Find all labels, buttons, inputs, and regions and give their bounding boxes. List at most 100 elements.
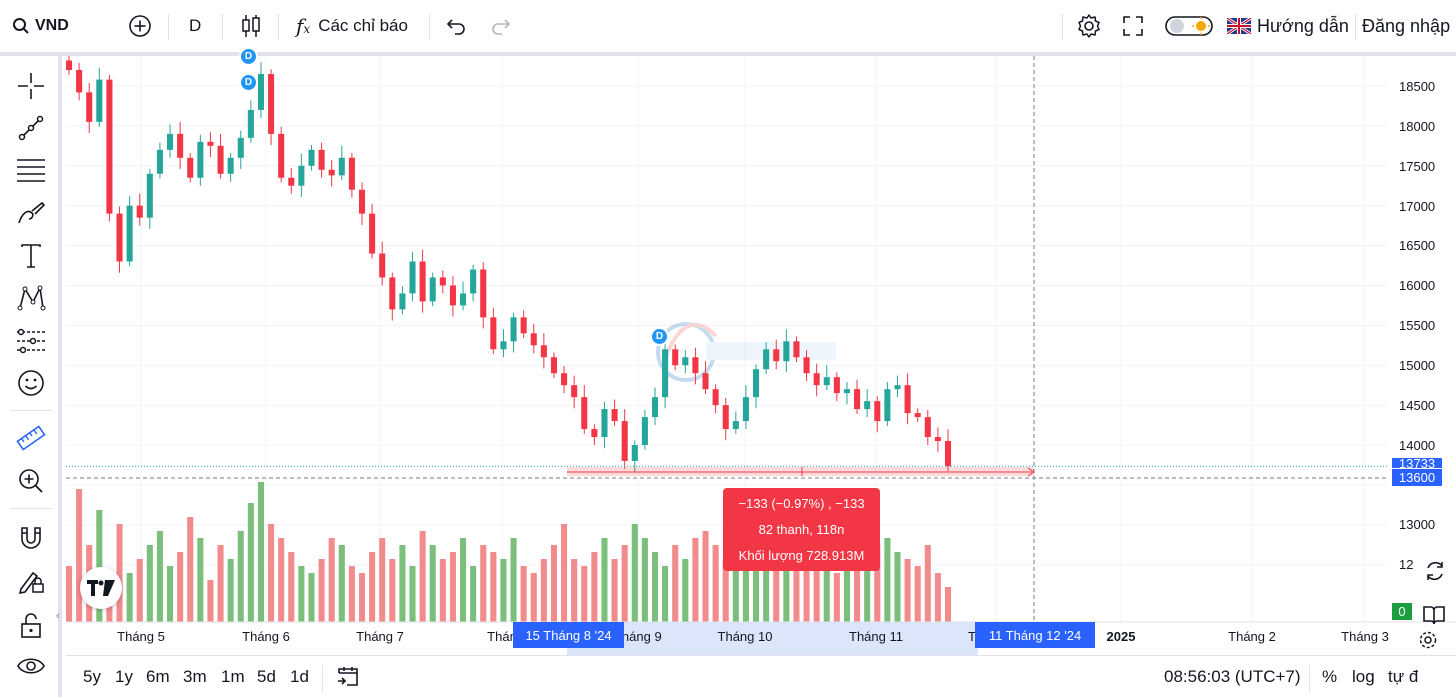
range-5d-button[interactable]: 5d (257, 656, 276, 698)
trendline-tool[interactable] (12, 111, 50, 145)
candle-body (561, 373, 568, 386)
chart-type-button[interactable] (240, 0, 262, 52)
ruler-icon (16, 425, 46, 451)
candle-body (389, 277, 396, 310)
measure-bars: 82 thanh, 118n (758, 522, 845, 537)
candle-body (550, 357, 557, 374)
candle-body (884, 389, 891, 422)
axis-settings-button[interactable] (1418, 630, 1438, 650)
auto-label: tự đ (1388, 667, 1418, 686)
price-chart[interactable] (66, 56, 1456, 655)
hide-drawings-tool[interactable] (12, 649, 50, 683)
undo-button[interactable] (445, 0, 467, 52)
x-axis-range-highlight (567, 622, 978, 655)
x-axis-label: Tháng 2 (1228, 629, 1276, 644)
brush-tool[interactable] (12, 196, 50, 230)
candle-body (399, 293, 406, 310)
collapse-handle[interactable]: ‹ (56, 610, 60, 622)
log-label: log (1352, 667, 1375, 686)
log-scale-button[interactable]: log (1352, 656, 1375, 698)
volume-bar (369, 552, 376, 622)
candle-body (247, 109, 254, 138)
crosshair-tool[interactable] (12, 69, 50, 103)
candlesticks (66, 56, 952, 473)
volume-bar (510, 538, 517, 622)
volume-bar (237, 531, 244, 622)
prediction-tool[interactable] (12, 324, 50, 358)
clock-readout[interactable]: 08:56:03 (UTC+7) (1164, 656, 1301, 698)
dividend-marker[interactable]: D (650, 327, 669, 346)
percent-scale-button[interactable]: % (1322, 656, 1337, 698)
dividend-marker-label: D (244, 77, 253, 88)
fullscreen-button[interactable] (1122, 0, 1144, 52)
zoom-in-tool[interactable] (12, 464, 50, 498)
volume-bar (308, 573, 315, 622)
settings-button[interactable] (1076, 0, 1102, 52)
range-label: 6m (146, 667, 170, 686)
candle-body (742, 397, 749, 422)
lock-all-tool[interactable] (12, 608, 50, 642)
x-axis-label: Tháng 3 (1341, 629, 1389, 644)
book-button[interactable] (1422, 604, 1446, 626)
volume-bar (358, 573, 366, 622)
goto-date-button[interactable] (336, 656, 360, 698)
candle-body (651, 397, 659, 418)
emoji-tool[interactable] (12, 366, 50, 400)
candle-body (631, 445, 638, 461)
redo-icon (492, 19, 511, 35)
volume-bar (177, 552, 184, 622)
range-1y-button[interactable]: 1y (115, 656, 133, 698)
indicators-button[interactable]: fx Các chỉ báo (296, 0, 408, 52)
symbol-search[interactable]: VND (12, 0, 69, 52)
volume-bar (66, 566, 73, 622)
lock-drawing-tool[interactable] (12, 564, 50, 598)
range-1m-button[interactable]: 1m (221, 656, 245, 698)
volume-bar (278, 538, 285, 622)
volume-bar (601, 538, 608, 622)
range-3m-button[interactable]: 3m (183, 656, 207, 698)
candle-body (874, 401, 881, 422)
auto-scale-button[interactable]: tự đ (1388, 656, 1418, 698)
measure-change: −133 (−0.97%) , −133 (738, 496, 865, 511)
magnet-tool[interactable] (12, 521, 50, 555)
guide-button[interactable]: Hướng dẫn (1227, 0, 1349, 52)
candle-body (662, 349, 669, 398)
dividend-marker-label: D (244, 51, 253, 62)
candle-body (712, 389, 719, 406)
range-6m-button[interactable]: 6m (146, 656, 170, 698)
compare-button[interactable] (128, 0, 152, 52)
text-tool[interactable] (12, 239, 50, 273)
horizontal-lines-icon (17, 159, 45, 182)
range-label: 1d (290, 667, 309, 686)
redo-button[interactable] (490, 0, 512, 52)
measure-volume: Khối lượng 728.913M (738, 548, 865, 563)
range-5y-button[interactable]: 5y (83, 656, 101, 698)
candle-body (379, 253, 386, 278)
theme-toggle[interactable] (1165, 0, 1213, 52)
dividend-marker[interactable]: D (239, 73, 258, 92)
ruler-tool[interactable] (12, 421, 50, 455)
login-button[interactable]: Đăng nhập (1362, 0, 1450, 52)
volume-bar (864, 559, 871, 622)
volume-bar (76, 489, 83, 622)
candle-body (156, 149, 163, 174)
pattern-tool[interactable] (12, 281, 50, 315)
volume-bar (854, 566, 861, 622)
candle-body (126, 205, 133, 262)
horizontal-lines-tool[interactable] (12, 153, 50, 187)
candle-body (793, 341, 800, 358)
tradingview-logo[interactable] (80, 567, 122, 609)
volume-bar (449, 552, 456, 622)
y-axis-label: 17500 (1399, 159, 1436, 174)
dividend-marker[interactable]: D (239, 47, 258, 66)
x-axis-label: Tháng 11 (849, 629, 903, 644)
candle-body (732, 421, 739, 430)
swap-icon (1427, 561, 1443, 581)
swap-button[interactable] (1424, 560, 1446, 582)
candle-body (460, 293, 467, 306)
interval-button[interactable]: D (189, 0, 201, 52)
range-1d-button[interactable]: 1d (290, 656, 309, 698)
candle-body (257, 74, 264, 110)
candle-body (591, 429, 598, 438)
candle-body (308, 149, 315, 166)
